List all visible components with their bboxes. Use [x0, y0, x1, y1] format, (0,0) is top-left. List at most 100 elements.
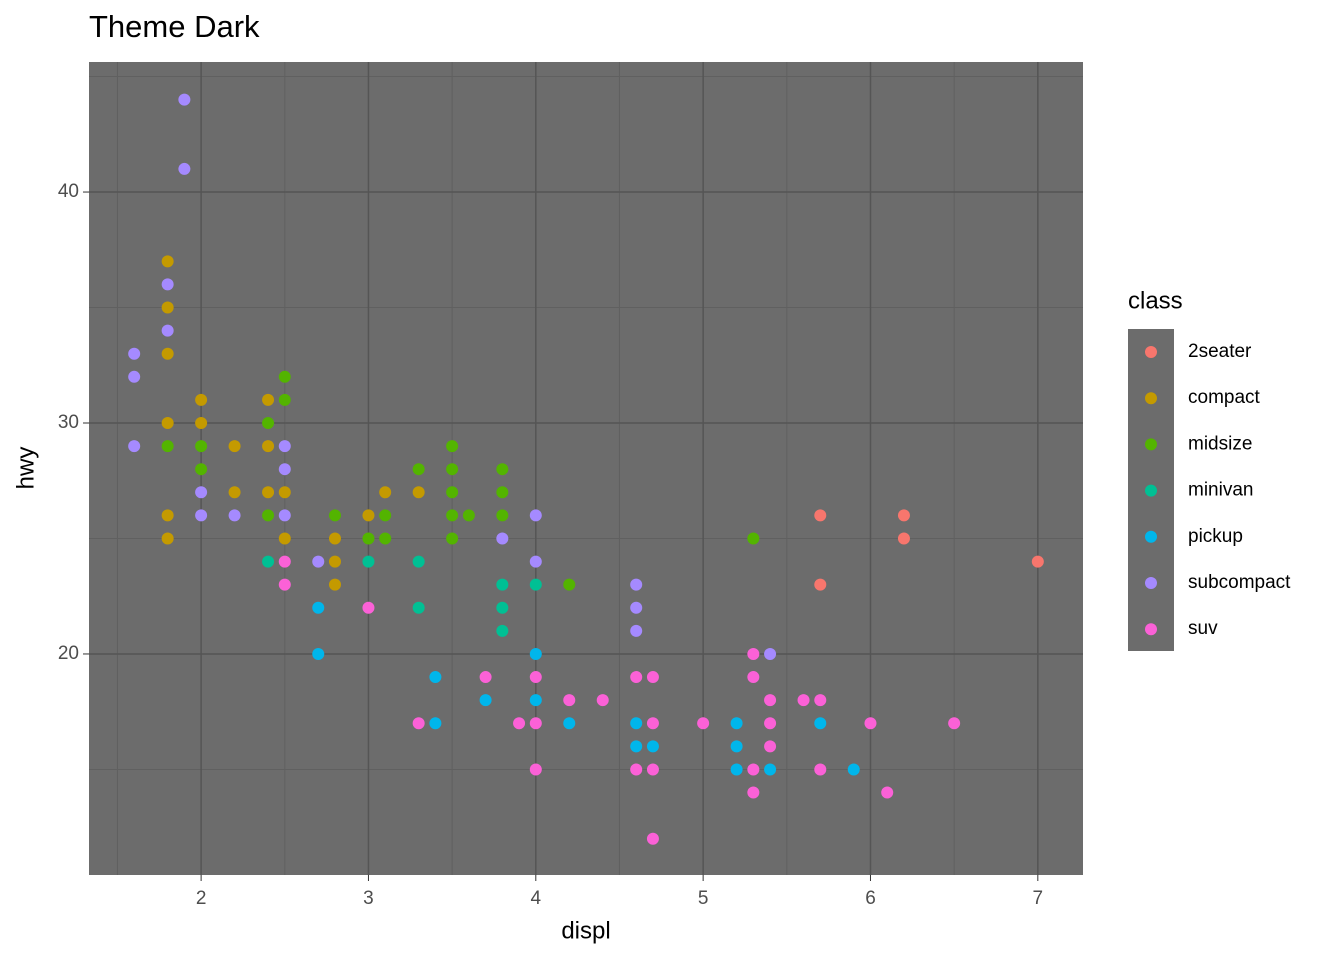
point — [529, 555, 542, 568]
legend-label: suv — [1188, 618, 1218, 639]
point — [646, 832, 659, 845]
point — [529, 763, 542, 776]
point — [161, 278, 174, 291]
point — [764, 740, 777, 753]
point — [496, 486, 509, 499]
point — [646, 717, 659, 730]
point — [178, 162, 191, 175]
point — [412, 717, 425, 730]
points — [128, 93, 1044, 845]
point — [479, 694, 492, 707]
point — [462, 509, 475, 522]
point — [496, 601, 509, 614]
point — [496, 578, 509, 591]
point — [529, 647, 542, 660]
legend-key — [1145, 484, 1157, 497]
point — [864, 717, 877, 730]
legend-label: midsize — [1188, 433, 1252, 454]
point — [278, 555, 291, 568]
point — [814, 694, 827, 707]
point — [446, 486, 459, 499]
point — [328, 532, 341, 545]
point — [747, 532, 760, 545]
x-tick-label: 6 — [865, 888, 876, 909]
point — [630, 578, 643, 591]
legend-key — [1145, 346, 1157, 358]
point — [646, 740, 659, 753]
x-tick-label: 3 — [363, 888, 374, 909]
point — [764, 694, 777, 707]
point — [697, 717, 710, 730]
point — [646, 763, 659, 776]
x-tick-label: 5 — [698, 888, 709, 909]
point — [362, 601, 375, 614]
point — [278, 578, 291, 591]
point — [328, 509, 341, 522]
legend-label: pickup — [1188, 526, 1243, 547]
point — [178, 93, 191, 106]
point — [496, 509, 509, 522]
point — [412, 601, 425, 614]
legend-title: class — [1128, 287, 1183, 314]
y-tick-label: 40 — [58, 181, 79, 202]
legend-key — [1145, 530, 1157, 543]
point — [446, 532, 459, 545]
point — [195, 440, 208, 453]
point — [948, 717, 961, 730]
point — [814, 763, 827, 776]
point — [278, 532, 291, 545]
point — [278, 463, 291, 476]
point — [262, 486, 275, 499]
point — [814, 509, 827, 522]
point — [262, 393, 275, 406]
point — [379, 532, 392, 545]
point — [747, 671, 760, 684]
y-tick-label: 30 — [58, 412, 79, 433]
point — [312, 555, 325, 568]
point — [479, 671, 492, 684]
point — [195, 486, 208, 499]
point — [228, 509, 241, 522]
point — [529, 694, 542, 707]
point — [814, 717, 827, 730]
point — [529, 671, 542, 684]
point — [278, 509, 291, 522]
point — [161, 301, 174, 314]
point — [161, 509, 174, 522]
point — [161, 255, 174, 268]
point — [563, 694, 576, 707]
point — [429, 717, 442, 730]
point — [328, 578, 341, 591]
point — [161, 440, 174, 453]
x-tick-label: 4 — [531, 888, 542, 909]
point — [195, 416, 208, 429]
point — [630, 763, 643, 776]
point — [797, 694, 810, 707]
chart-title: Theme Dark — [89, 9, 260, 44]
point — [446, 463, 459, 476]
point — [881, 786, 894, 799]
legend-label: 2seater — [1188, 341, 1252, 362]
point — [496, 624, 509, 637]
point — [195, 393, 208, 406]
point — [446, 440, 459, 453]
legend-key — [1145, 438, 1157, 451]
point — [529, 509, 542, 522]
point — [630, 671, 643, 684]
point — [161, 347, 174, 360]
point — [730, 740, 743, 753]
point — [1031, 555, 1044, 568]
point — [747, 647, 760, 660]
point — [362, 532, 375, 545]
point — [747, 763, 760, 776]
point — [496, 532, 509, 545]
point — [730, 717, 743, 730]
point — [529, 578, 542, 591]
point — [262, 440, 275, 453]
legend-label: compact — [1188, 387, 1261, 408]
point — [646, 671, 659, 684]
y-tick-label: 20 — [58, 643, 79, 664]
point — [228, 440, 241, 453]
point — [563, 717, 576, 730]
point — [262, 416, 275, 429]
